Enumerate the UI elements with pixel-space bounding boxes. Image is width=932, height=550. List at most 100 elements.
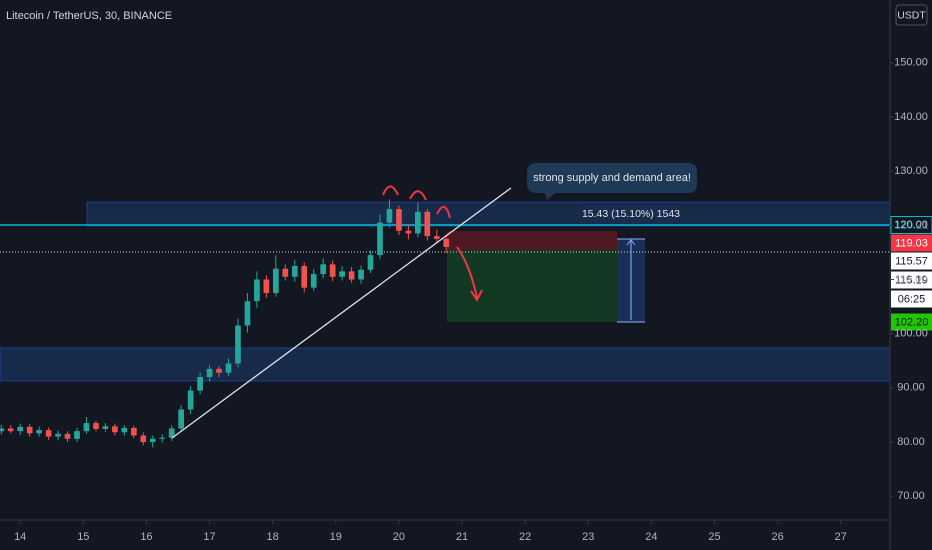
price-label-box	[891, 290, 932, 308]
x-tick-label: 25	[708, 531, 720, 543]
candle-body	[83, 423, 90, 432]
candle-body	[64, 433, 71, 439]
price-label: 115.57	[895, 255, 928, 267]
candle-body	[433, 236, 440, 239]
currency-button[interactable]	[895, 4, 928, 26]
candle-body	[45, 430, 52, 437]
candle-body	[310, 274, 317, 288]
y-tick-label: 150.00	[894, 57, 928, 69]
candle-body	[17, 426, 24, 432]
x-tick-label: 23	[582, 531, 594, 543]
target-zone	[447, 250, 617, 322]
candle-body	[187, 390, 194, 410]
candle-body	[216, 368, 222, 373]
candle-body	[282, 268, 289, 277]
price-labels: 120.21 119.03 115.57 115.19 06:25 102.20	[890, 216, 932, 331]
y-tick-label: 100.00	[894, 328, 928, 340]
candle-body	[93, 423, 99, 429]
measure-arrow-head	[626, 239, 636, 246]
y-tick-label: 130.00	[894, 165, 928, 177]
candle-body	[206, 368, 213, 377]
price-label: 119.03	[895, 237, 928, 249]
trendline	[171, 187, 512, 439]
price-label-box	[891, 271, 932, 289]
price-label: 115.19	[895, 274, 928, 286]
supply-zone	[86, 201, 891, 227]
currency: USDT	[897, 9, 926, 21]
y-tick-label: 90.00	[897, 382, 925, 394]
candle-body	[272, 268, 279, 294]
candle-body	[367, 255, 374, 270]
candle-body	[405, 230, 412, 234]
candle-body	[424, 211, 431, 237]
price-label: 102.20	[895, 316, 929, 328]
x-tick-label: 21	[456, 531, 468, 543]
candle-body	[377, 222, 383, 256]
head-mark	[382, 185, 399, 196]
x-tick-label: 14	[14, 531, 26, 543]
candle-body	[0, 428, 5, 432]
candle-body	[140, 435, 147, 442]
candle-body	[149, 438, 156, 442]
candle-body	[339, 271, 345, 277]
x-tick-label: 26	[772, 531, 784, 543]
candle-body	[386, 209, 393, 223]
head-mark	[436, 206, 451, 219]
measure-label-box	[583, 205, 679, 223]
candle-body	[178, 409, 184, 429]
candle-body	[26, 426, 33, 434]
candle-body	[36, 430, 42, 434]
x-tick-label: 16	[140, 531, 152, 543]
arrow-head	[470, 289, 483, 302]
price-label: 06:25	[898, 293, 926, 305]
x-tick-label: 15	[77, 531, 89, 543]
callout-text: strong supply and demand area!	[533, 172, 691, 184]
head-mark	[409, 190, 427, 201]
candles	[0, 199, 450, 448]
demand-zone	[0, 347, 891, 382]
candle-body	[320, 264, 327, 275]
y-tick-label: 120.00	[894, 219, 928, 231]
candle-body	[130, 427, 137, 436]
candle-body	[291, 265, 298, 277]
y-tick-label: 80.00	[897, 436, 925, 448]
price-label: 120.21	[895, 219, 929, 231]
candle-body	[159, 437, 166, 439]
candle-body	[74, 431, 80, 439]
x-tick-label: 27	[835, 531, 847, 543]
x-tick-label: 22	[519, 531, 531, 543]
candle-body	[358, 269, 364, 280]
x-tick-label: 19	[330, 531, 342, 543]
candle-body	[415, 211, 421, 234]
candle-body	[329, 264, 336, 277]
candle-body	[263, 279, 270, 294]
candle-body	[55, 433, 61, 437]
y-tick-label: 110.00	[895, 273, 928, 285]
candle-body	[168, 428, 175, 438]
price-label-box	[891, 234, 932, 252]
measure-label: 15.43 (15.10%) 1543	[582, 208, 680, 220]
candle-body	[396, 209, 402, 231]
candle-body	[7, 428, 14, 432]
candle-body	[112, 426, 118, 433]
callout-bubble	[527, 163, 697, 200]
x-tick-label: 20	[393, 531, 405, 543]
x-tick-label: 17	[203, 531, 215, 543]
candle-body	[235, 325, 241, 364]
candle-body	[443, 238, 450, 247]
price-label-box	[891, 313, 932, 331]
candle-body	[348, 271, 355, 280]
candle-body	[225, 363, 232, 373]
chart-title: Litecoin / TetherUS, 30, BINANCE	[6, 10, 172, 22]
x-tick-label: 24	[645, 531, 657, 543]
candle-body	[121, 427, 128, 433]
candle-body	[254, 279, 260, 302]
candle-body	[197, 377, 203, 391]
arrow	[456, 246, 478, 299]
x-tick-label: 18	[267, 531, 279, 543]
candle-body	[301, 265, 308, 288]
candle-body	[102, 426, 109, 429]
y-tick-label: 140.00	[894, 111, 928, 123]
